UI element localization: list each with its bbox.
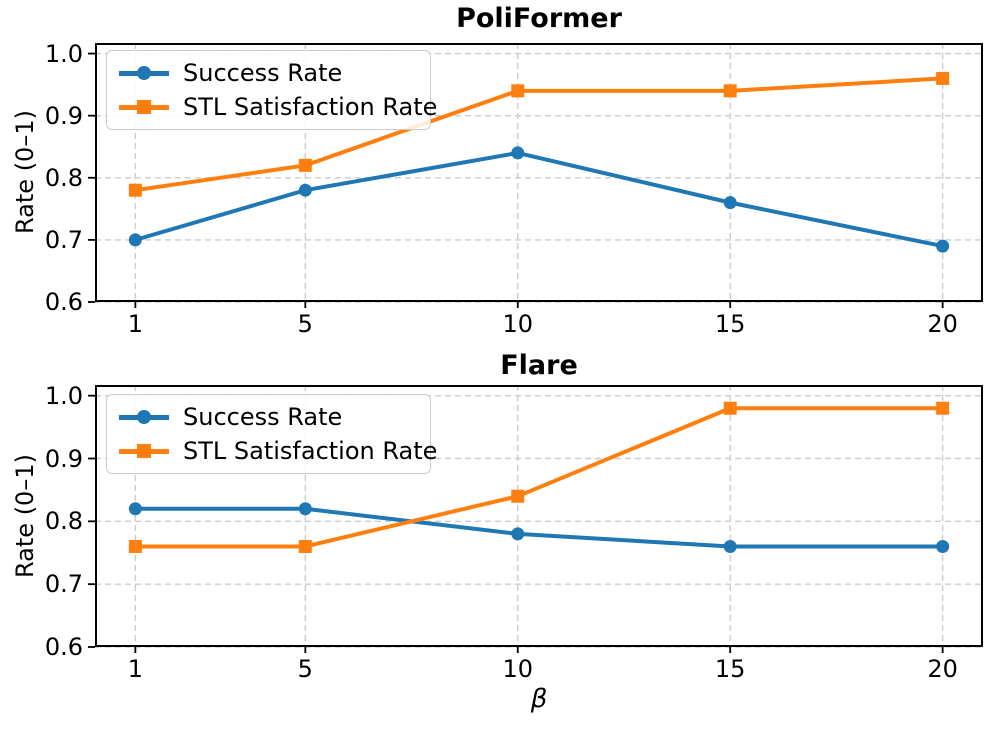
legend-item-success-rate: Success Rate — [119, 58, 416, 88]
plot-area-poliformer — [88, 43, 983, 308]
y-tick-label: 0.6 — [44, 288, 83, 316]
data-point-square — [936, 401, 950, 415]
data-point-circle — [128, 233, 142, 247]
legend-line-sample-stl — [119, 444, 169, 458]
x-tick-label: 1 — [127, 655, 143, 683]
square-marker-icon — [137, 444, 151, 458]
data-point-circle — [128, 502, 142, 516]
x-tick-label: 15 — [714, 655, 746, 683]
legend-label: STL Satisfaction Rate — [183, 437, 438, 465]
legend-flare: Success Rate STL Satisfaction Rate — [106, 394, 437, 474]
data-point-square — [128, 183, 142, 197]
data-point-circle — [723, 539, 737, 553]
plot-area-flare — [88, 385, 983, 653]
data-point-square — [723, 401, 737, 415]
y-tick-label: 1.0 — [44, 381, 83, 410]
data-point-square — [511, 84, 525, 98]
x-tick-label: 5 — [297, 310, 313, 338]
y-tick-label: 0.8 — [44, 163, 83, 192]
data-point-circle — [936, 239, 950, 253]
y-tick-label: 0.7 — [44, 570, 83, 599]
x-tick-label: 5 — [297, 655, 313, 683]
data-point-circle — [723, 196, 737, 210]
circle-marker-icon — [137, 66, 151, 80]
data-point-circle — [511, 146, 525, 160]
panel-title-flare: Flare — [500, 350, 578, 381]
data-point-square — [298, 158, 312, 172]
y-tick-label: 0.6 — [44, 633, 83, 661]
line-success-rate — [133, 506, 945, 549]
data-point-square — [298, 539, 312, 553]
data-point-square — [723, 84, 737, 98]
data-point-square — [936, 71, 950, 85]
axes-frame — [95, 385, 983, 647]
legend-poliformer: Success Rate STL Satisfaction Rate — [106, 50, 437, 130]
x-tick-label: 20 — [927, 655, 958, 683]
circle-marker-icon — [137, 410, 151, 424]
data-point-circle — [298, 183, 312, 197]
y-tick-label: 1.0 — [44, 39, 83, 68]
legend-label: Success Rate — [183, 59, 343, 87]
x-tick-label: 1 — [127, 310, 143, 338]
y-tick-label: 0.9 — [44, 444, 83, 473]
data-point-square — [511, 489, 525, 503]
line-success-rate — [133, 150, 945, 249]
legend-label: Success Rate — [183, 403, 343, 431]
y-tick-label: 0.9 — [44, 101, 83, 130]
data-point-circle — [936, 539, 950, 553]
data-point-circle — [298, 502, 312, 516]
x-axis-label-beta: β — [530, 684, 548, 714]
x-tick-label: 20 — [927, 310, 958, 338]
legend-item-stl-satisfaction-rate: STL Satisfaction Rate — [119, 92, 437, 122]
legend-item-stl-satisfaction-rate: STL Satisfaction Rate — [119, 436, 437, 466]
panel-title-poliformer: PoliFormer — [456, 3, 622, 34]
y-tick-label: 0.8 — [44, 507, 83, 536]
x-tick-label: 15 — [714, 310, 746, 338]
legend-line-sample-stl — [119, 100, 169, 114]
legend-item-success-rate: Success Rate — [119, 402, 416, 432]
x-tick-label: 10 — [502, 310, 534, 338]
data-point-circle — [511, 527, 525, 541]
legend-line-sample-success — [119, 66, 169, 80]
axes-frame — [95, 43, 983, 302]
legend-line-sample-success — [119, 410, 169, 424]
square-marker-icon — [137, 100, 151, 114]
y-tick-label: 0.7 — [44, 225, 83, 254]
x-tick-label: 10 — [502, 655, 534, 683]
data-point-square — [128, 539, 142, 553]
legend-label: STL Satisfaction Rate — [183, 93, 438, 121]
